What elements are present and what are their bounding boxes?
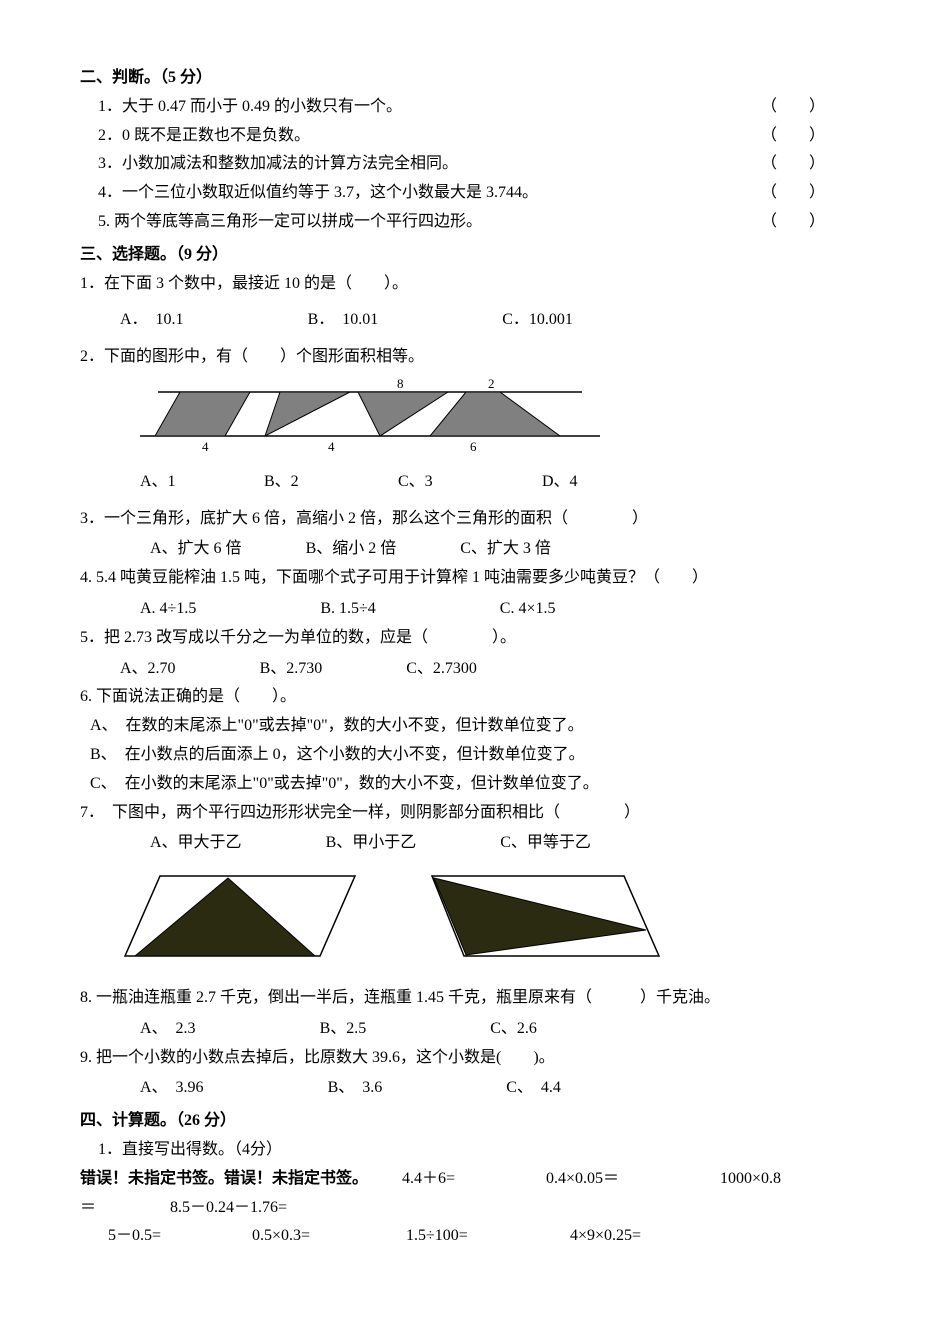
calc-1b: 0.4×0.05＝	[546, 1165, 716, 1194]
calc-row-1: 错误！未指定书签。错误！未指定书签。 4.4＋6= 0.4×0.05＝ 1000…	[80, 1165, 865, 1194]
q3-7-text: 7． 下图中，两个平行四边形形状完全一样，则阴影部分面积相比（ ）	[80, 799, 865, 828]
shape-label-8: 8	[397, 378, 404, 391]
parallelogram-right	[424, 868, 664, 963]
calc-sub1: 1．直接写出得数。（4分）	[98, 1136, 865, 1165]
shape-label-b3: 6	[470, 439, 477, 453]
calc-1a: 4.4＋6=	[402, 1165, 542, 1194]
judge-text-4: 4．一个三位小数取近似值约等于 3.7，这个小数最大是 3.744。	[98, 184, 538, 201]
judge-text-5: 5. 两个等底等高三角形一定可以拼成一个平行四边形。	[98, 213, 482, 230]
calc-1c: 1000×0.8	[720, 1165, 781, 1194]
q3-6-opt-b: B、 在小数点的后面添上 0，这个小数的大小不变，但计数单位变了。	[90, 741, 865, 770]
q3-3-options: A、扩大 6 倍 B、缩小 2 倍 C、扩大 3 倍	[150, 535, 865, 564]
shape-trapezoid	[430, 392, 560, 436]
q3-6-text: 6. 下面说法正确的是（ ）。	[80, 683, 865, 712]
section-2-header: 二、判断。（5 分）	[80, 64, 865, 93]
judge-item-4: 4．一个三位小数取近似值约等于 3.7，这个小数最大是 3.744。 （ ）	[98, 179, 865, 208]
q3-3-text: 3．一个三角形，底扩大 6 倍，高缩小 2 倍，那么这个三角形的面积（ ）	[80, 505, 865, 534]
judge-item-1: 1．大于 0.47 而小于 0.49 的小数只有一个。 （ ）	[98, 93, 865, 122]
judge-text-2: 2．0 既不是正数也不是负数。	[98, 127, 310, 144]
shape-triangle-1	[265, 392, 350, 436]
q3-7-options: A、甲大于乙 B、甲小于乙 C、甲等于乙	[150, 829, 865, 858]
judge-item-5: 5. 两个等底等高三角形一定可以拼成一个平行四边形。 （ ）	[98, 208, 865, 237]
judge-paren-4: （ ）	[761, 179, 825, 208]
q3-2-text: 2．下面的图形中，有（ ）个图形面积相等。	[80, 343, 865, 372]
calc-2b: 0.5×0.3=	[252, 1222, 402, 1251]
judge-paren-3: （ ）	[761, 150, 825, 179]
q3-9-text: 9. 把一个小数的小数点去掉后，比原数大 39.6，这个小数是( )。	[80, 1044, 865, 1073]
q3-8-options: A、 2.3 B、2.5 C、2.6	[140, 1015, 865, 1044]
q3-3-opt-c: C、扩大 3 倍	[460, 535, 551, 564]
judge-text-1: 1．大于 0.47 而小于 0.49 的小数只有一个。	[98, 98, 402, 115]
judge-paren-2: （ ）	[761, 122, 825, 151]
q3-8-text: 8. 一瓶油连瓶重 2.7 千克，倒出一半后，连瓶重 1.45 千克，瓶里原来有…	[80, 984, 865, 1013]
q3-5-text: 5．把 2.73 改写成以千分之一为单位的数，应是（ ）。	[80, 624, 865, 653]
q3-4-text: 4. 5.4 吨黄豆能榨油 1.5 吨，下面哪个式子可用于计算榨 1 吨油需要多…	[80, 564, 865, 593]
bookmark-error: 错误！未指定书签。错误！未指定书签。	[80, 1165, 368, 1194]
q3-9-options: A、 3.96 B、 3.6 C、 4.4	[140, 1074, 865, 1103]
judge-text-3: 3．小数加减法和整数加减法的计算方法完全相同。	[98, 155, 458, 172]
judge-item-3: 3．小数加减法和整数加减法的计算方法完全相同。 （ ）	[98, 150, 865, 179]
q3-8-opt-c: C、2.6	[490, 1015, 537, 1044]
q3-4-options: A. 4÷1.5 B. 1.5÷4 C. 4×1.5	[140, 595, 865, 624]
q3-9-opt-a: A、 3.96	[140, 1074, 204, 1103]
shape-label-b2: 4	[328, 439, 335, 453]
calc-row-1b: ＝ 8.5－0.24－1.76=	[80, 1194, 865, 1223]
q3-2-opt-b: B、2	[264, 468, 394, 497]
q3-1-opt-c: C．10.001	[502, 306, 573, 335]
q3-4-opt-a: A. 4÷1.5	[140, 595, 196, 624]
calc-2c: 1.5÷100=	[406, 1222, 566, 1251]
q3-5-opt-b: B、2.730	[260, 655, 323, 684]
q3-6-opt-c: C、 在小数的末尾添上"0"或去掉"0"，数的大小不变，但计数单位变了。	[90, 770, 865, 799]
calc-2d: 4×9×0.25=	[570, 1222, 641, 1251]
q3-7-opt-b: B、甲小于乙	[326, 829, 417, 858]
q3-3-opt-a: A、扩大 6 倍	[150, 535, 242, 564]
section-3-header: 三、选择题。（9 分）	[80, 241, 865, 270]
q3-4-opt-b: B. 1.5÷4	[320, 595, 375, 624]
q3-1-options: A． 10.1 B． 10.01 C．10.001	[120, 306, 865, 335]
judge-paren-1: （ ）	[761, 93, 825, 122]
shape-label-b1: 4	[202, 439, 209, 453]
calc-1b-text: 8.5－0.24－1.76=	[170, 1194, 287, 1223]
q3-8-opt-b: B、2.5	[320, 1015, 367, 1044]
q3-2-opt-a: A、1	[140, 468, 260, 497]
q3-2-opt-c: C、3	[398, 468, 538, 497]
q3-8-opt-a: A、 2.3	[140, 1015, 196, 1044]
shape-triangle-wide	[358, 392, 448, 436]
calc-eq: ＝	[80, 1194, 96, 1223]
q3-7-opt-a: A、甲大于乙	[150, 829, 242, 858]
q3-5-opt-c: C、2.7300	[406, 655, 477, 684]
q3-1-text: 1．在下面 3 个数中，最接近 10 的是（ ）。	[80, 270, 865, 299]
shapes-svg: 8 2 4 4 6	[140, 378, 600, 453]
q3-9-opt-c: C、 4.4	[506, 1074, 561, 1103]
q3-7-opt-c: C、甲等于乙	[500, 829, 591, 858]
judge-item-2: 2．0 既不是正数也不是负数。 （ ）	[98, 122, 865, 151]
judge-paren-5: （ ）	[761, 208, 825, 237]
q3-4-opt-c: C. 4×1.5	[500, 595, 556, 624]
q3-5-options: A、2.70 B、2.730 C、2.7300	[120, 655, 865, 684]
q3-1-opt-b: B． 10.01	[308, 306, 379, 335]
q3-5-opt-a: A、2.70	[120, 655, 176, 684]
q3-1-opt-a: A． 10.1	[120, 306, 184, 335]
q3-3-opt-b: B、缩小 2 倍	[306, 535, 397, 564]
q3-7-figures	[120, 868, 865, 974]
q3-2-opt-d: D、4	[542, 468, 578, 497]
calc-row-2: 5－0.5= 0.5×0.3= 1.5÷100= 4×9×0.25=	[108, 1222, 865, 1251]
section-4-header: 四、计算题。（26 分）	[80, 1107, 865, 1136]
q3-6-opt-a: A、 在数的末尾添上"0"或去掉"0"，数的大小不变，但计数单位变了。	[90, 712, 865, 741]
q3-2-shapes: 8 2 4 4 6	[140, 378, 865, 464]
parallelogram-left	[120, 868, 360, 963]
q3-9-opt-b: B、 3.6	[328, 1074, 383, 1103]
shape-parallelogram	[155, 392, 250, 436]
calc-2a: 5－0.5=	[108, 1222, 248, 1251]
shape-label-2: 2	[488, 378, 495, 391]
q3-2-options: A、1 B、2 C、3 D、4	[140, 468, 865, 497]
